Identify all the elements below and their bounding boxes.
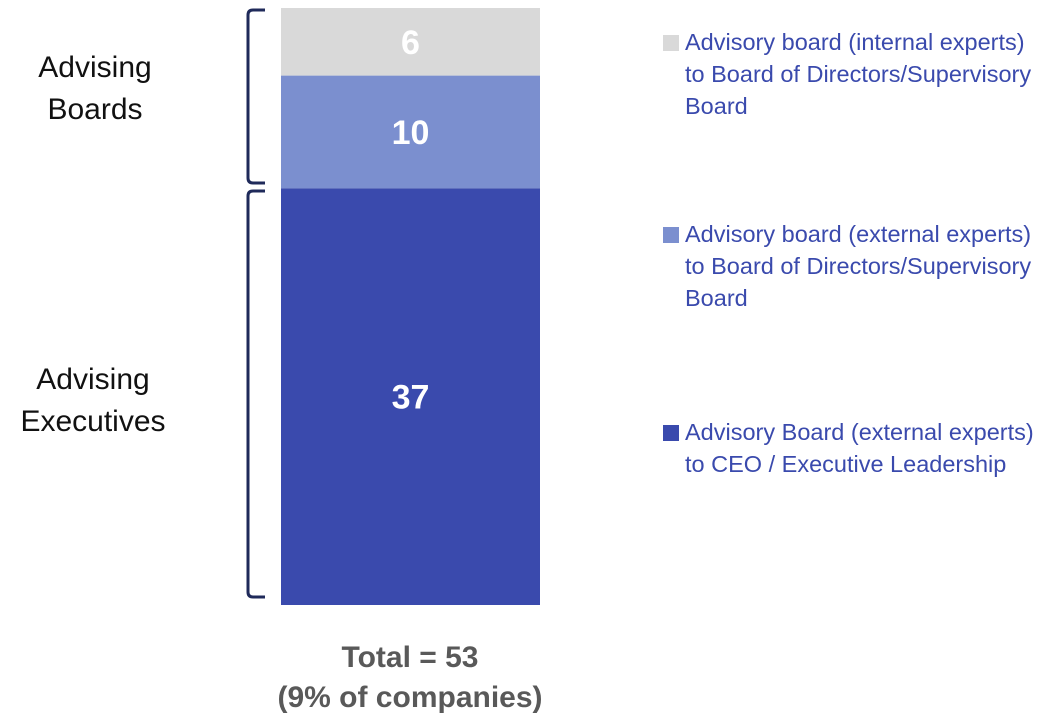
bar-segment [281,188,540,605]
legend-swatch [663,35,679,51]
legend-label: Advisory Board (external experts) to CEO… [685,419,1034,477]
legend-label: Advisory board (external experts) to Boa… [685,221,1032,311]
annotation: Advising Executives [20,363,166,438]
bar-segment [281,75,540,189]
value-label: 37 [392,379,430,417]
legend-swatch [663,425,679,441]
total-sub-label: (9% of companies) [277,681,543,714]
legend-label: Advisory board (internal experts) to Boa… [685,29,1032,119]
legend-swatch [663,227,679,243]
bracket-executives [246,189,265,599]
total-label: Total = 53 [341,641,479,674]
bar-segment [281,8,540,76]
value-label: 6 [401,24,420,62]
bracket-boards [246,8,265,185]
value-label: 10 [392,114,430,152]
annotation: Advising Boards [38,51,152,126]
brackets [246,8,265,599]
